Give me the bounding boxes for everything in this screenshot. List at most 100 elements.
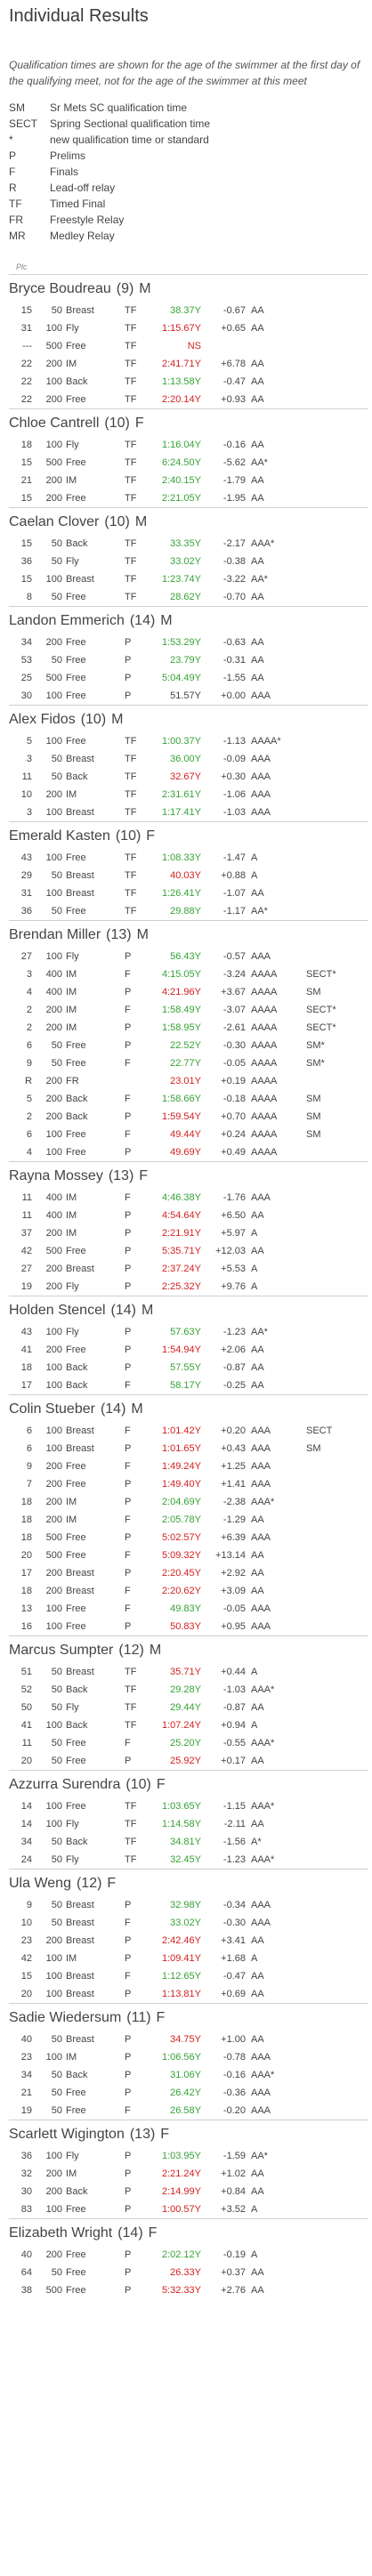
result-standard: AA — [251, 1345, 264, 1355]
legend-description: Prelims — [50, 149, 86, 162]
result-time: 23.79Y — [170, 655, 201, 666]
result-time: 1:59.54Y — [161, 1111, 201, 1122]
result-time-difference: -1.79 — [222, 475, 246, 486]
result-place: 18 — [20, 1514, 32, 1525]
result-distance: 200 — [45, 637, 62, 648]
result-row: 2 200 IM F 1:58.49Y -3.07 AAAA SECT* — [9, 1001, 368, 1019]
result-standard: AAA — [251, 1918, 271, 1928]
legend-code: F — [9, 166, 16, 178]
result-row: 23 200 Breast P 2:42.46Y +3.41 AA — [9, 1932, 368, 1950]
result-place: 37 — [20, 1228, 32, 1239]
result-standard: AA — [251, 359, 264, 369]
swimmer-gender: F — [148, 2225, 158, 2241]
result-qualification — [306, 2066, 342, 2084]
result-place: 7 — [26, 1479, 32, 1490]
result-time-difference: -0.16 — [222, 2070, 246, 2080]
result-time-difference: -1.76 — [222, 1192, 246, 1203]
result-row: 27 100 Fly P 56.43Y -0.57 AAA — [9, 948, 368, 965]
result-type: TF — [125, 556, 137, 567]
result-distance: 200 — [45, 2249, 62, 2260]
swimmer-age: (10) — [115, 828, 142, 844]
swimmer-age: (10) — [104, 514, 130, 529]
result-standard: AA — [251, 323, 264, 334]
result-standard: A — [251, 1953, 258, 1964]
result-distance: 50 — [51, 1702, 62, 1713]
swimmer-header: Colin Stueber (14) M — [9, 1395, 368, 1422]
result-type: TF — [125, 1837, 137, 1847]
result-distance: 50 — [51, 1684, 62, 1695]
result-distance: 500 — [45, 2285, 62, 2296]
result-distance: 100 — [45, 2052, 62, 2063]
result-place: 14 — [20, 1819, 32, 1829]
result-distance: 100 — [45, 1989, 62, 1999]
legend-description: Finals — [50, 166, 79, 178]
result-qualification — [306, 1833, 342, 1851]
result-qualification — [306, 1493, 342, 1511]
result-row: 40 50 Breast P 34.75Y +1.00 AA — [9, 2031, 368, 2048]
result-type: TF — [125, 736, 137, 747]
result-type: P — [125, 1568, 132, 1579]
result-stroke: Free — [66, 1147, 86, 1158]
result-time: 4:46.38Y — [161, 1192, 201, 1203]
swimmer-name: Alex Fidos — [9, 712, 76, 727]
result-stroke: Free — [66, 1479, 86, 1490]
result-type: P — [125, 2052, 132, 2063]
result-stroke: Breast — [66, 754, 94, 764]
result-standard: AAA — [251, 1461, 271, 1472]
result-distance: 100 — [45, 1603, 62, 1614]
result-time-difference: -1.95 — [222, 493, 246, 504]
result-time: 5:35.71Y — [161, 1246, 201, 1256]
result-standard: AA — [251, 475, 264, 486]
result-type: P — [125, 951, 132, 962]
result-time: 25.92Y — [170, 1756, 201, 1766]
result-time-difference: +5.53 — [221, 1264, 246, 1274]
legend-item: TF Timed Final — [9, 196, 368, 212]
result-time-difference: -0.47 — [222, 376, 246, 387]
result-type: P — [125, 1532, 132, 1543]
result-place: 18 — [20, 1497, 32, 1507]
result-type: P — [125, 1040, 132, 1051]
results-page: Individual Results Qualification times a… — [9, 6, 368, 2299]
result-place: 4 — [26, 1147, 32, 1158]
result-place: 4 — [26, 987, 32, 997]
result-time-difference: -2.17 — [222, 538, 246, 549]
swimmer-name: Landon Emmerich — [9, 613, 125, 628]
result-standard: AAAA — [251, 1058, 278, 1069]
swimmer-block: Landon Emmerich (14) M 34 200 Free P 1:53.29Y -0… — [9, 606, 368, 705]
result-standard: AA — [251, 1362, 264, 1373]
result-time-difference: -1.06 — [222, 789, 246, 800]
result-standard: AA — [251, 888, 264, 899]
result-type: P — [125, 2070, 132, 2080]
result-stroke: Free — [66, 2204, 86, 2215]
result-place: 34 — [20, 2070, 32, 2080]
result-row: 22 200 Free TF 2:20.14Y +0.93 AA — [9, 391, 368, 408]
result-time-difference: +6.50 — [221, 1210, 246, 1221]
swimmer-header: Chloe Cantrell (10) F — [9, 409, 368, 436]
result-type: P — [125, 2285, 132, 2296]
result-qualification — [306, 355, 342, 373]
result-time: 1:53.29Y — [161, 637, 201, 648]
result-stroke: Breast — [66, 2034, 94, 2045]
result-stroke: Free — [66, 341, 86, 351]
swimmer-age: (13) — [129, 2127, 156, 2142]
result-place: 24 — [20, 1854, 32, 1865]
result-time-difference: -1.17 — [222, 906, 246, 917]
result-time: 34.75Y — [170, 2034, 201, 2045]
result-row: 9 200 Free F 1:49.24Y +1.25 AAA — [9, 1458, 368, 1475]
result-place: 6 — [26, 1425, 32, 1436]
result-type: TF — [125, 457, 137, 468]
result-row: 14 100 Fly TF 1:14.58Y -2.11 AA — [9, 1815, 368, 1833]
result-type: TF — [125, 592, 137, 602]
swimmer-gender: F — [146, 828, 156, 844]
result-time: 1:03.95Y — [161, 2151, 201, 2161]
result-time: 33.02Y — [170, 1918, 201, 1928]
swimmer-block: Azzurra Surendra (10) F 14 100 Free TF 1:03.65Y… — [9, 1770, 368, 1869]
result-type: P — [125, 2034, 132, 2045]
swimmer-list: Bryce Boudreau (9) M 15 50 Breast TF 38.37Y -0.6… — [9, 274, 368, 2299]
result-distance: 50 — [51, 1837, 62, 1847]
result-time: 1:07.24Y — [161, 1720, 201, 1731]
result-row: 43 100 Free TF 1:08.33Y -1.47 A — [9, 849, 368, 867]
result-place: 10 — [20, 789, 32, 800]
result-type: F — [125, 1971, 131, 1982]
result-time-difference: -2.61 — [222, 1022, 246, 1033]
